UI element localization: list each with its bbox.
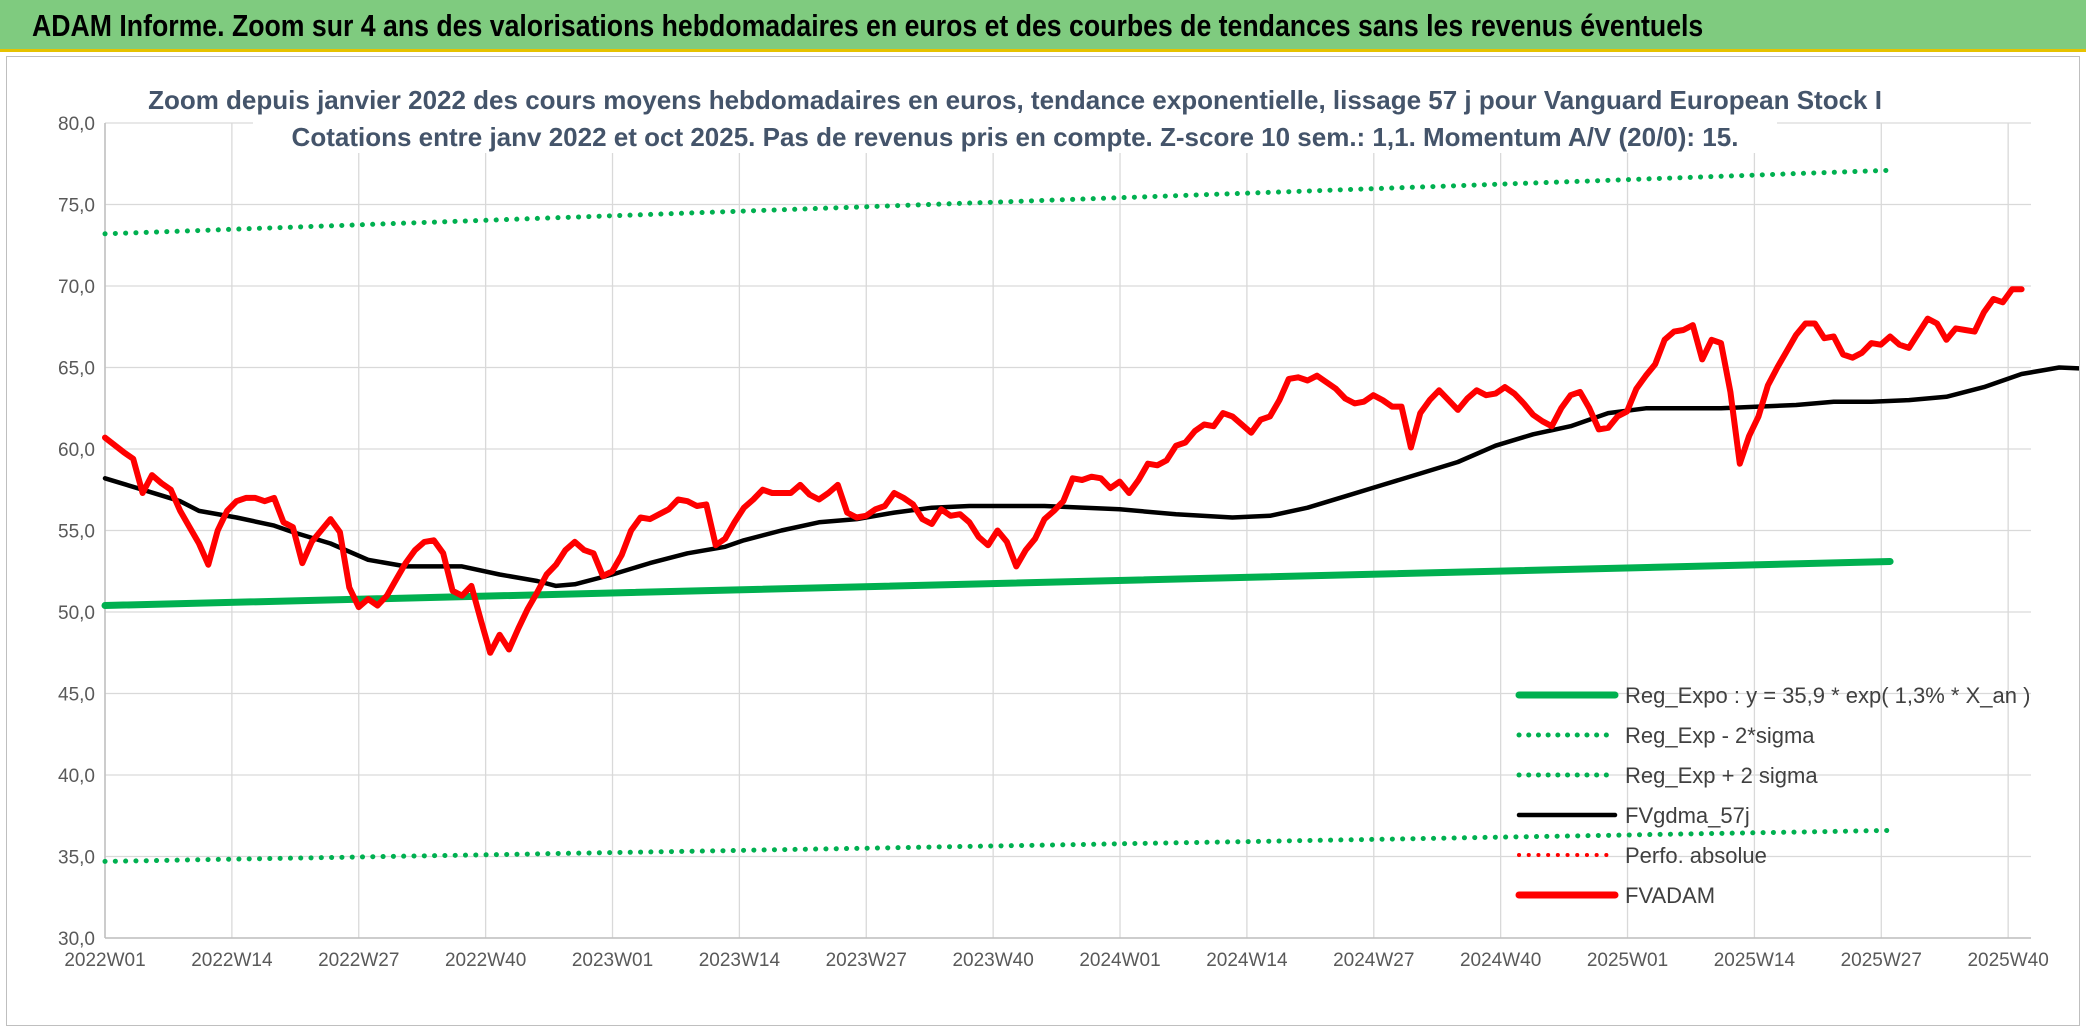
x-tick-label: 2024W27 (1333, 950, 1414, 971)
chart-frame: Zoom depuis janvier 2022 des cours moyen… (6, 56, 2080, 1026)
y-tick-label: 75,0 (58, 196, 95, 217)
x-tick-label: 2024W40 (1460, 950, 1541, 971)
x-tick-label: 2022W14 (191, 950, 273, 971)
y-tick-label: 65,0 (58, 359, 95, 380)
x-tick-label: 2022W27 (318, 950, 399, 971)
x-tick-label: 2023W01 (572, 950, 653, 971)
x-tick-label: 2023W14 (699, 950, 781, 971)
series-line-3 (102, 167, 1893, 237)
x-tick-label: 2025W40 (1967, 950, 2048, 971)
legend-item-label: Reg_Exp - 2*sigma (1625, 723, 1815, 748)
x-tick-label: 2023W27 (826, 950, 907, 971)
y-tick-label: 50,0 (58, 603, 95, 624)
legend: Reg_Expo : y = 35,9 * exp( 1,3% * X_an )… (1515, 683, 2030, 908)
legend-item-label: Reg_Expo : y = 35,9 * exp( 1,3% * X_an ) (1625, 683, 2030, 708)
series-line-1 (101, 558, 1894, 609)
header-bar: ADAM Informe. Zoom sur 4 ans des valoris… (0, 0, 2086, 52)
y-tick-label: 40,0 (58, 766, 95, 787)
legend-item-label: FVADAM (1625, 883, 1715, 908)
series-layer (101, 167, 2079, 864)
x-axis: 2022W01 2022W14 2022W27 2022W40 2023W01 2023W… (64, 950, 2049, 971)
chart-subtitle: Cotations entre janv 2022 et oct 2025. P… (292, 122, 1739, 152)
series-line-2 (102, 827, 1893, 864)
chart-title: Zoom depuis janvier 2022 des cours moyen… (148, 85, 1882, 115)
x-tick-label: 2023W40 (952, 950, 1033, 971)
y-tick-label: 35,0 (58, 848, 95, 869)
y-axis: 30,0 35,0 40,0 45,0 50,0 55,0 60,0 65,0 70,0 75,0… (58, 114, 95, 950)
y-tick-label: 55,0 (58, 522, 95, 543)
x-tick-label: 2025W27 (1841, 950, 1922, 971)
x-tick-label: 2024W14 (1206, 950, 1288, 971)
page-title: ADAM Informe. Zoom sur 4 ans des valoris… (32, 8, 1704, 43)
legend-item-label: Perfo. absolue (1625, 843, 1767, 868)
series-line-4 (102, 365, 2079, 589)
x-tick-label: 2024W01 (1079, 950, 1160, 971)
y-tick-label: 70,0 (58, 277, 95, 298)
x-tick-label: 2025W01 (1587, 950, 1668, 971)
line-chart: Zoom depuis janvier 2022 des cours moyen… (58, 71, 2079, 971)
series-line-6 (102, 286, 2025, 656)
legend-item-label: Reg_Exp + 2 sigma (1625, 763, 1818, 788)
title-background (253, 71, 1777, 153)
x-tick-label: 2025W14 (1714, 950, 1796, 971)
y-tick-label: 80,0 (58, 114, 95, 135)
legend-item-label: FVgdma_57j (1625, 803, 1750, 828)
y-tick-label: 60,0 (58, 440, 95, 461)
x-tick-label: 2022W40 (445, 950, 526, 971)
y-tick-label: 30,0 (58, 929, 95, 950)
x-tick-label: 2022W01 (64, 950, 145, 971)
y-tick-label: 45,0 (58, 685, 95, 706)
